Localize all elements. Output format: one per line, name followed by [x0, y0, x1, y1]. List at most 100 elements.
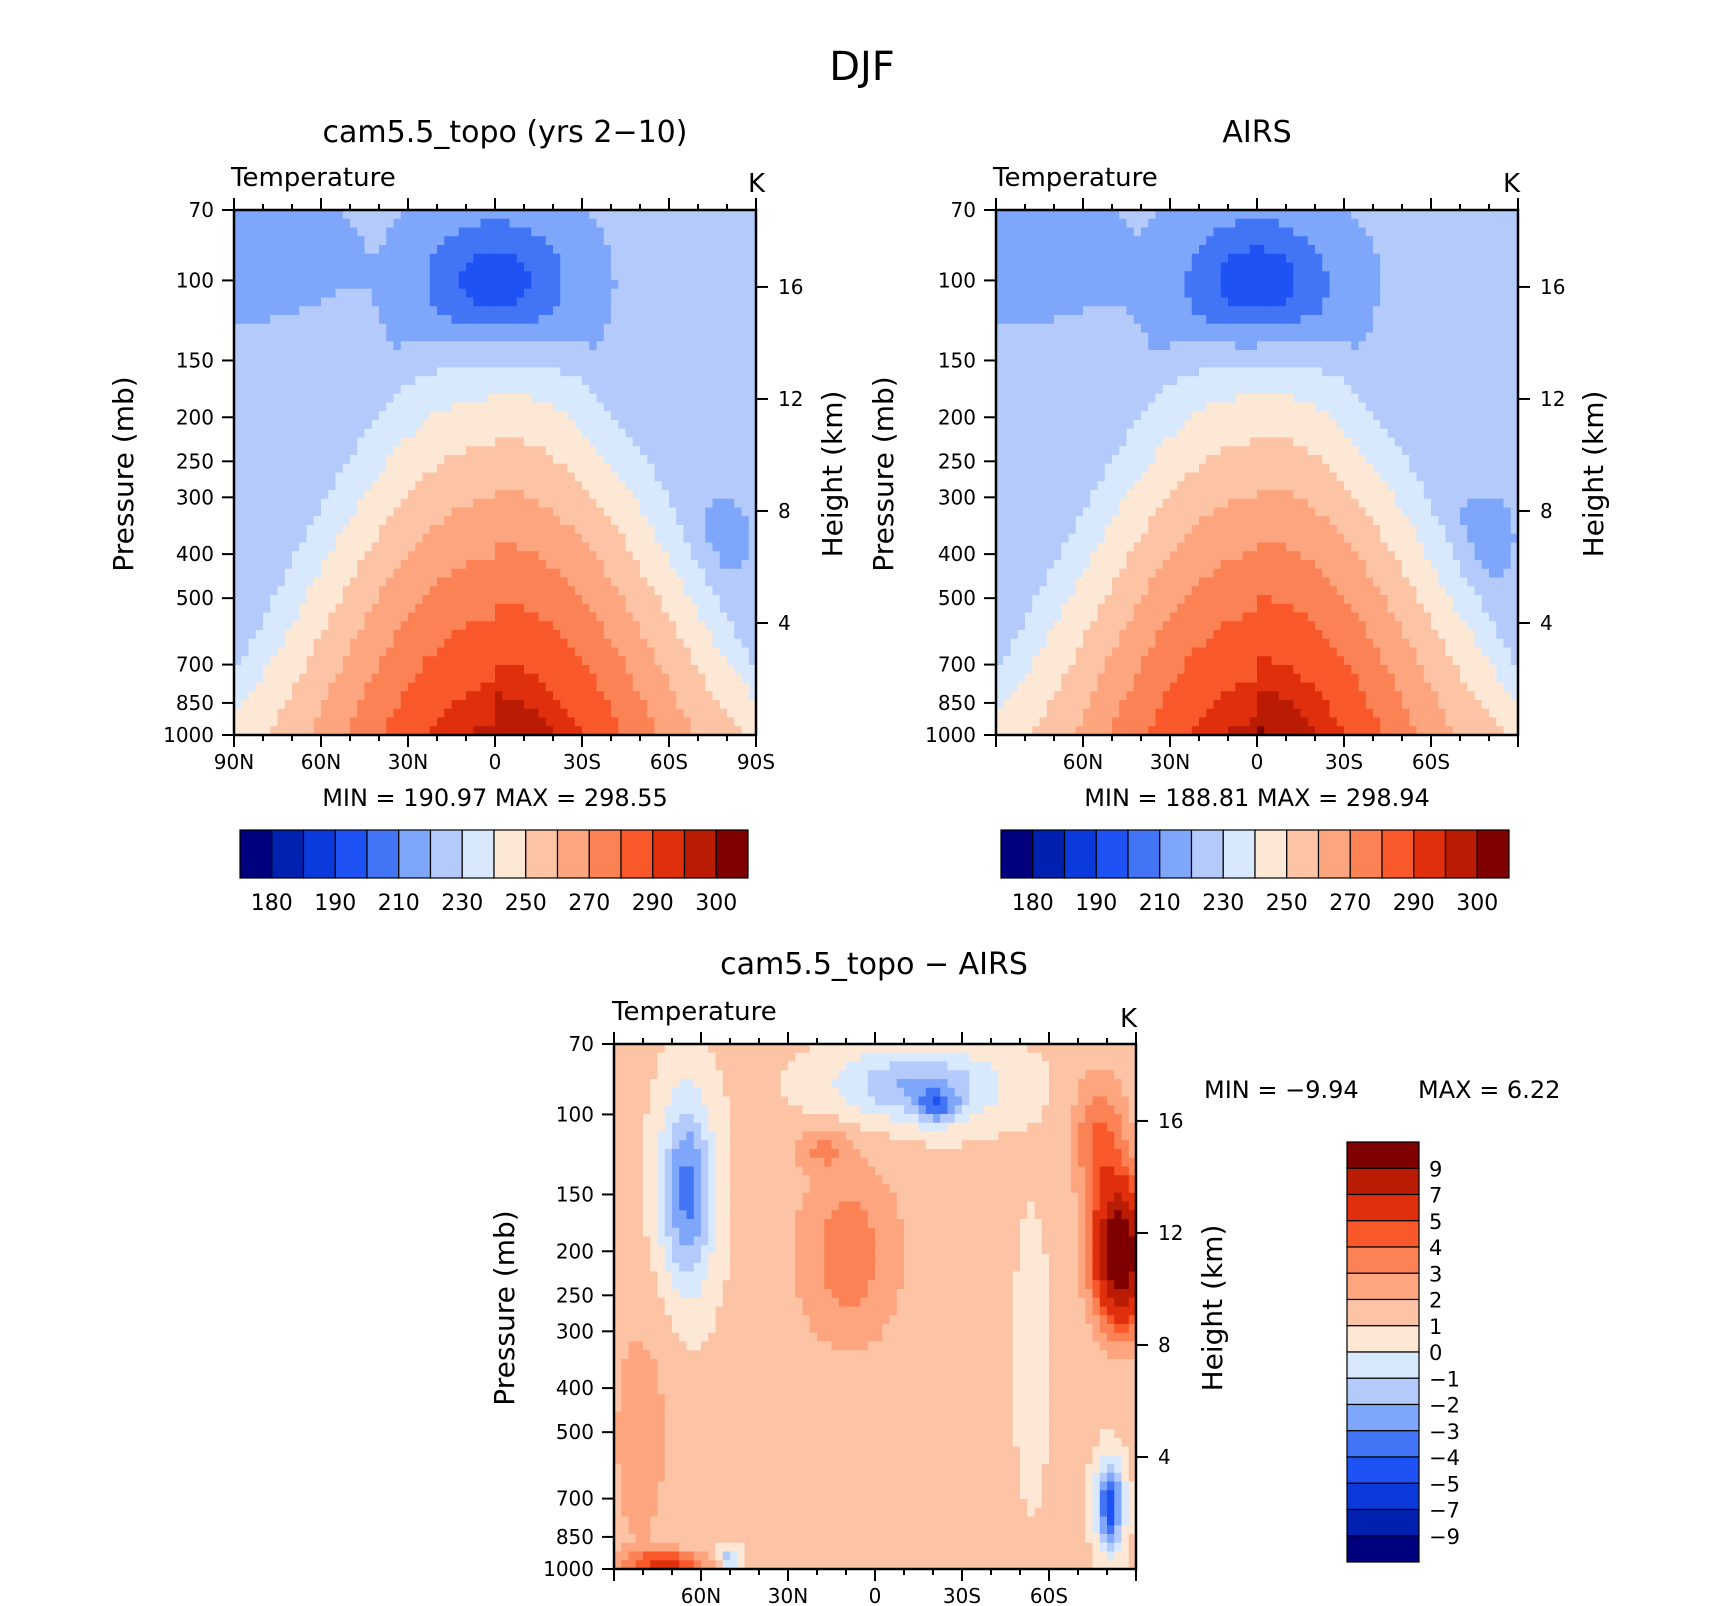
contour-cell [437, 385, 445, 395]
contour-cell [647, 682, 656, 692]
contour-cell [545, 507, 554, 517]
contour-cell [321, 411, 329, 421]
contour-cell [1510, 253, 1518, 264]
contour-cell [640, 630, 648, 640]
contour-cell [1380, 271, 1389, 281]
contour-cell [698, 358, 706, 369]
contour-cell [524, 507, 532, 517]
contour-cell [1199, 218, 1207, 229]
contour-cell [748, 516, 756, 526]
contour-cell [379, 673, 387, 684]
contour-cell [444, 568, 453, 579]
contour-cell [531, 551, 540, 561]
contour-cell [350, 262, 358, 272]
contour-cell [234, 437, 242, 447]
contour-cell [328, 621, 337, 631]
contour-cell [480, 227, 489, 237]
contour-cell [342, 245, 351, 255]
contour-cell [603, 595, 612, 605]
contour-cell [669, 612, 677, 622]
contour-cell [625, 656, 634, 666]
contour-cell [480, 288, 489, 299]
contour-cell [393, 481, 402, 491]
contour-cell [364, 455, 373, 465]
contour-cell [393, 385, 402, 395]
contour-cell [727, 376, 735, 386]
contour-cell [1358, 253, 1367, 264]
contour-cell [676, 297, 685, 307]
contour-cell [306, 332, 315, 342]
contour-cell [299, 700, 308, 710]
contour-cell [741, 367, 750, 377]
contour-cell [748, 341, 756, 351]
contour-cell [516, 341, 525, 351]
contour-cell [589, 603, 598, 614]
contour-cell [487, 665, 496, 675]
contour-cell [1402, 210, 1410, 220]
contour-cell [386, 691, 395, 701]
contour-cell [263, 603, 271, 614]
contour-cell [516, 306, 525, 316]
contour-cell [727, 630, 735, 640]
contour-cell [748, 700, 756, 710]
contour-cell [277, 726, 286, 735]
contour-cell [357, 542, 366, 552]
contour-cell [661, 682, 670, 692]
contour-cell [1235, 227, 1244, 237]
contour-cell [386, 227, 395, 237]
contour-cell [625, 376, 634, 386]
contour-cell [277, 612, 286, 622]
contour-cell [473, 498, 482, 509]
contour-cell [357, 673, 366, 684]
contour-cell [379, 647, 387, 657]
contour-cell [603, 227, 612, 237]
colorbar-swatch [525, 829, 559, 879]
contour-cell [466, 612, 474, 622]
contour-cell [545, 367, 554, 377]
contour-cell [574, 323, 583, 334]
contour-cell [313, 420, 322, 430]
contour-cell [458, 420, 467, 430]
contour-cell [386, 656, 395, 666]
contour-cell [328, 428, 337, 439]
contour-cell [386, 551, 395, 561]
contour-cell [669, 708, 677, 719]
contour-cell [524, 472, 532, 482]
contour-cell [719, 630, 728, 640]
contour-cell [335, 358, 344, 369]
contour-cell [524, 306, 532, 316]
contour-cell [393, 428, 402, 439]
contour-cell [669, 227, 677, 237]
contour-cell [654, 253, 663, 264]
contour-cell [400, 533, 409, 544]
contour-cell [748, 656, 756, 666]
contour-cell [1170, 245, 1178, 255]
contour-cell [299, 516, 308, 526]
contour-cell [1278, 218, 1287, 229]
contour-cell [603, 717, 612, 727]
contour-cell [473, 463, 482, 474]
contour-cell [538, 577, 547, 587]
contour-cell [625, 682, 634, 692]
contour-cell [683, 665, 692, 675]
contour-cell [647, 253, 656, 264]
contour-cell [1039, 245, 1048, 255]
contour-cell [625, 726, 634, 735]
contour-cell [364, 376, 373, 386]
contour-cell [698, 253, 706, 264]
contour-cell [1358, 262, 1367, 272]
contour-cell [487, 647, 496, 657]
contour-cell [350, 568, 358, 579]
contour-cell [719, 367, 728, 377]
contour-cell [495, 700, 503, 710]
contour-cell [350, 437, 358, 447]
contour-cell [1438, 236, 1447, 246]
contour-cell [516, 428, 525, 439]
contour-cell [248, 227, 257, 237]
contour-cell [1206, 236, 1215, 246]
contour-cell [1025, 218, 1033, 229]
contour-cell [437, 516, 445, 526]
contour-cell [444, 542, 453, 552]
contour-cell [567, 542, 576, 552]
contour-cell [292, 551, 300, 561]
